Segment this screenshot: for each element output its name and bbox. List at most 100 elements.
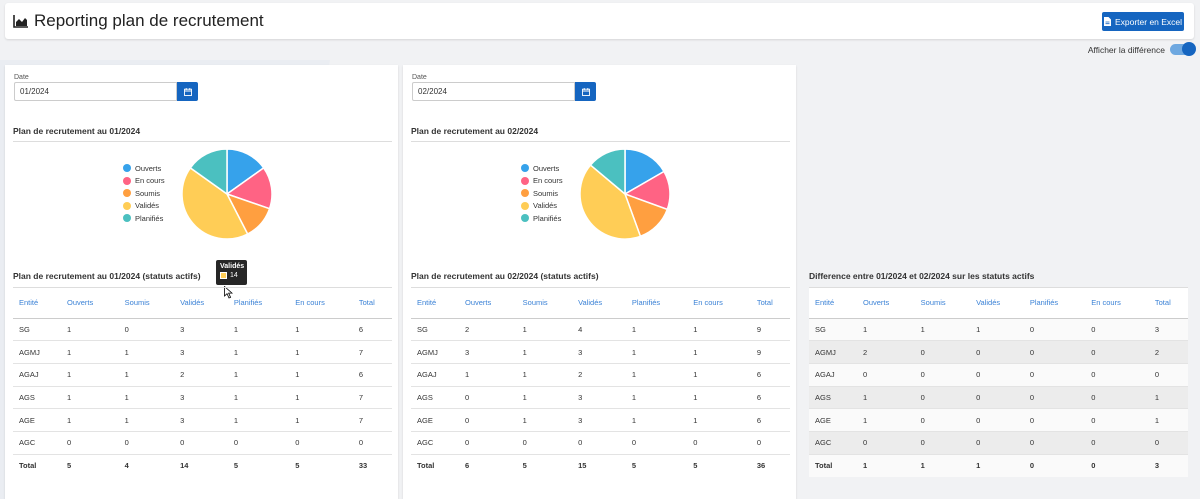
calendar-icon [581, 87, 590, 96]
legend-swatch [521, 189, 529, 198]
pie-chart-month-1[interactable] [180, 147, 274, 241]
entity-cell: AGS [809, 386, 857, 410]
value-cell: 0 [1085, 408, 1149, 432]
legend-item[interactable]: Ouverts [123, 162, 165, 175]
entity-cell: Total [417, 461, 435, 471]
value-cell: 5 [522, 461, 527, 471]
legend-item[interactable]: Planifiés [521, 212, 563, 225]
difference-table: Entité Ouverts Soumis Validés Planifiés En co… [809, 288, 1188, 477]
table-row: SG 2 1 4 1 1 9 [411, 318, 790, 342]
value-cell: 1 [625, 408, 688, 432]
value-cell: 1 [60, 318, 119, 342]
table-row: AGE 1 1 3 1 1 7 [13, 408, 392, 432]
value-cell: 0 [60, 431, 119, 455]
value-cell: 1 [227, 408, 290, 432]
value-cell: 0 [1023, 408, 1086, 432]
legend-item[interactable]: Soumis [123, 187, 165, 200]
legend-item[interactable]: Validés [521, 200, 563, 213]
column-header: Entité [411, 288, 459, 319]
column-header: En cours [1085, 288, 1149, 319]
pie-slice-planifi-s[interactable] [189, 148, 228, 196]
entity-cell: AGC [13, 431, 61, 455]
value-cell: 1 [458, 363, 517, 387]
calendar-button[interactable] [177, 82, 198, 101]
legend-item[interactable]: Soumis [521, 187, 563, 200]
value-cell: 1 [1148, 408, 1188, 432]
value-cell: 0 [227, 431, 290, 455]
value-cell: 2 [856, 340, 915, 364]
table-row: AGC 0 0 0 0 0 0 [411, 431, 790, 455]
legend-swatch [521, 176, 529, 185]
value-cell: 0 [970, 363, 1024, 387]
value-cell: 1 [687, 386, 751, 410]
date-input[interactable]: 01/2024 [14, 82, 177, 101]
value-cell: 5 [295, 461, 300, 471]
value-cell: 1 [227, 386, 290, 410]
pie-chart-month-2[interactable] [578, 147, 672, 241]
entity-cell: SG [809, 318, 857, 342]
entity-cell: AGC [809, 431, 857, 455]
value-cell: 2 [174, 363, 228, 387]
value-cell: 0 [174, 431, 228, 455]
legend-item[interactable]: En cours [123, 175, 165, 188]
table-row: AGE 1 0 0 0 0 1 [809, 408, 1188, 432]
value-cell: 0 [118, 431, 175, 455]
pie-slice-valid-s[interactable] [579, 164, 642, 240]
entity-cell: AGE [809, 408, 857, 432]
table-row: AGC 0 0 0 0 0 0 [13, 431, 392, 455]
toggle-knob[interactable] [1182, 42, 1196, 56]
legend-label: En cours [533, 176, 563, 186]
value-cell: 3 [572, 408, 626, 432]
value-cell: 1 [1148, 386, 1188, 410]
legend-item[interactable]: Ouverts [521, 162, 563, 175]
value-cell: 0 [1023, 386, 1086, 410]
value-cell: 3 [1148, 454, 1188, 477]
legend-item[interactable]: Validés [123, 200, 165, 213]
total-row: Total 5 4 14 5 5 33 [13, 454, 392, 477]
legend-swatch [123, 214, 131, 223]
entity-cell: AGAJ [13, 363, 61, 387]
column-header: Soumis [118, 288, 175, 319]
table-row: AGMJ 2 0 0 0 0 2 [809, 340, 1188, 364]
panel-month-2: Date 02/2024 Plan de recrutement au 02/2… [403, 65, 796, 499]
entity-cell: AGS [13, 386, 61, 410]
legend-swatch [123, 176, 131, 185]
value-cell: 4 [124, 461, 129, 471]
legend-label: Soumis [135, 188, 161, 198]
value-cell: 1 [227, 318, 290, 342]
value-cell: 0 [1085, 318, 1149, 342]
value-cell: 1 [856, 454, 915, 477]
value-cell: 33 [358, 461, 368, 471]
legend-item[interactable]: Planifiés [123, 212, 165, 225]
value-cell: 3 [1148, 318, 1188, 342]
pie-slice-planifi-s[interactable] [589, 148, 626, 196]
value-cell: 1 [687, 318, 751, 342]
value-cell: 1 [914, 454, 971, 477]
column-header: Ouverts [856, 288, 915, 319]
value-cell: 6 [464, 461, 470, 471]
value-cell: 5 [693, 461, 698, 471]
table-row: AGAJ 0 0 0 0 0 0 [809, 363, 1188, 387]
table-row: AGAJ 1 1 2 1 1 6 [13, 363, 392, 387]
entity-cell: AGS [411, 386, 459, 410]
pie-slice-ouverts[interactable] [624, 148, 665, 196]
chart-tooltip: Validés 14 [216, 260, 247, 285]
column-header: Validés [970, 288, 1024, 319]
value-cell: 0 [1085, 454, 1149, 477]
difference-toggle[interactable] [1170, 42, 1196, 56]
value-cell: 4 [572, 318, 626, 342]
value-cell: 7 [352, 340, 392, 364]
table-row: SG 1 1 1 0 0 3 [809, 318, 1188, 342]
column-header: Soumis [516, 288, 573, 319]
tooltip-swatch [220, 272, 227, 279]
divider [13, 287, 392, 288]
value-cell: 7 [352, 386, 392, 410]
pie-slice-valid-s[interactable] [181, 166, 249, 240]
export-excel-button[interactable]: Exporter en Excel [1102, 12, 1184, 31]
table-row: AGS 1 1 3 1 1 7 [13, 386, 392, 410]
value-cell: 1 [289, 408, 353, 432]
legend-item[interactable]: En cours [521, 175, 563, 188]
calendar-button[interactable] [575, 82, 596, 101]
date-input[interactable]: 02/2024 [412, 82, 575, 101]
value-cell: 2 [572, 363, 626, 387]
